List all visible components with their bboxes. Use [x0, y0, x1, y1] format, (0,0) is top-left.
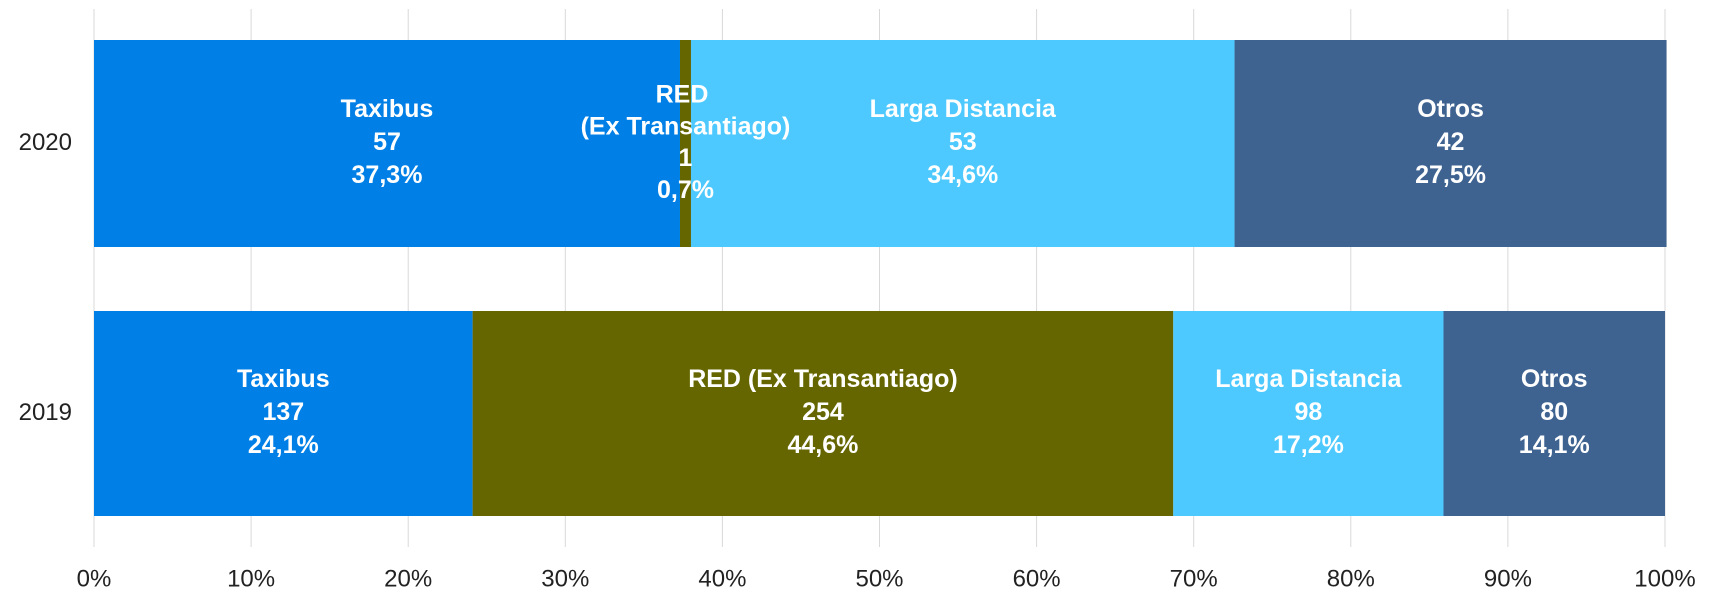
segment-count: 80 [1540, 398, 1568, 426]
segment-percent: 34,6% [927, 161, 998, 189]
segment-name: RED (Ex Transantiago) [688, 365, 958, 393]
x-tick-label: 30% [541, 565, 589, 592]
bar-segment [94, 311, 473, 516]
segment-count: 42 [1437, 128, 1465, 156]
segment-name: RED (Ex Transantiago) [581, 80, 791, 140]
x-tick-label: 70% [1170, 565, 1218, 592]
x-tick-label: 20% [384, 565, 432, 592]
x-tick-label: 50% [855, 565, 903, 592]
segment-count: 254 [802, 398, 844, 426]
segment-name: Taxibus [237, 365, 330, 393]
segment-count: 1 [679, 144, 693, 172]
segment-name: Larga Distancia [870, 95, 1057, 123]
segment-count: 98 [1294, 398, 1322, 426]
segment-percent: 27,5% [1415, 161, 1486, 189]
segment-name-line: RED [656, 80, 716, 108]
segment-percent: 37,3% [352, 161, 423, 189]
segment-count: 57 [373, 128, 401, 156]
x-tick-label: 60% [1013, 565, 1061, 592]
bar-segment [1443, 311, 1665, 516]
x-tick-label: 80% [1327, 565, 1375, 592]
segment-percent: 24,1% [248, 431, 319, 459]
x-tick-label: 100% [1634, 565, 1695, 592]
bar-segment [679, 40, 691, 247]
x-tick-label: 40% [698, 565, 746, 592]
bar-segment [1234, 40, 1667, 247]
segment-name: Taxibus [341, 95, 434, 123]
x-tick-label: 10% [227, 565, 275, 592]
bar-segment [94, 40, 680, 247]
bar-segment [472, 311, 1174, 516]
x-tick-label: 90% [1484, 565, 1532, 592]
segment-percent: 17,2% [1273, 431, 1344, 459]
y-tick-label: 2019 [19, 399, 72, 426]
bar-segment [690, 40, 1235, 247]
segment-percent: 44,6% [787, 431, 858, 459]
bar-segment [1173, 311, 1444, 516]
segment-name: Otros [1417, 95, 1484, 123]
segment-count: 137 [262, 398, 304, 426]
segment-name-line: (Ex Transantiago) [581, 112, 791, 140]
segment-percent: 14,1% [1519, 431, 1590, 459]
segment-name: Otros [1521, 365, 1588, 393]
segment-name: Larga Distancia [1215, 365, 1402, 393]
y-tick-label: 2020 [19, 129, 72, 156]
x-tick-label: 0% [77, 565, 112, 592]
segment-percent: 0,7% [657, 176, 714, 204]
segment-count: 53 [949, 128, 977, 156]
